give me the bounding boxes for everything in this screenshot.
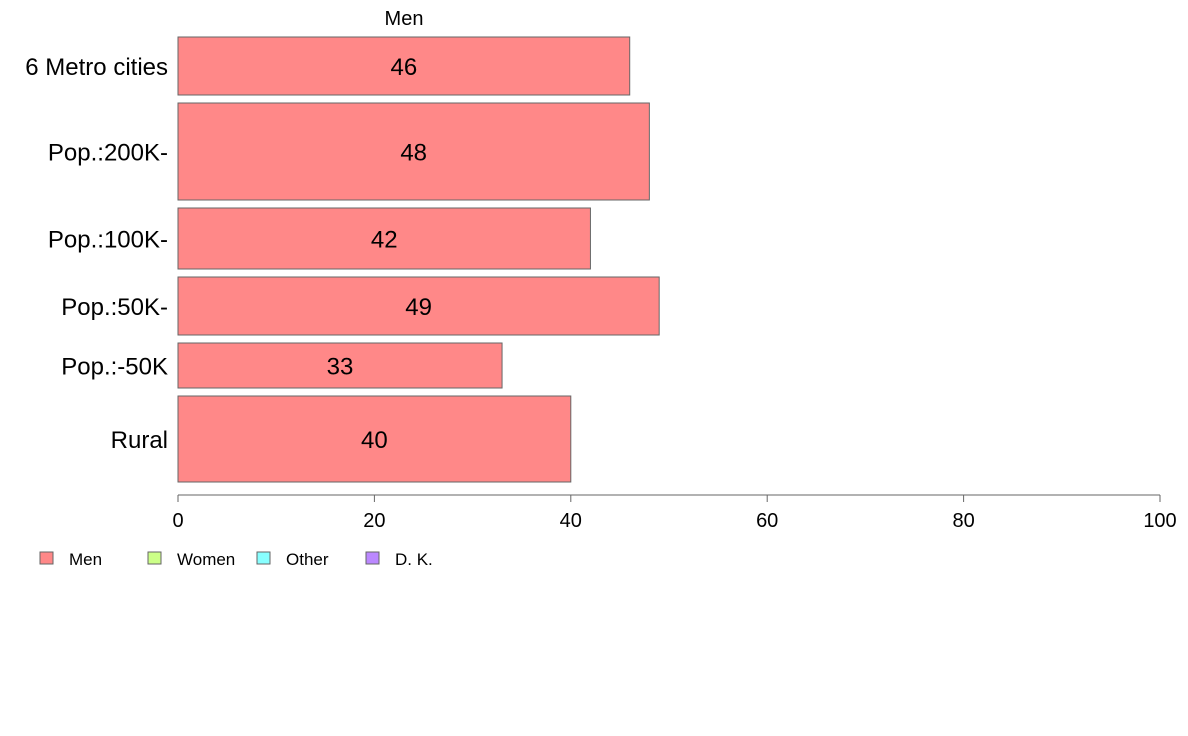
legend-swatch bbox=[256, 551, 271, 565]
category-label: Rural bbox=[111, 427, 168, 454]
bar-value-label: 46 bbox=[391, 54, 418, 81]
legend-swatch bbox=[365, 551, 380, 565]
bar bbox=[177, 276, 660, 336]
legend-swatch bbox=[147, 551, 162, 565]
x-tick-label: 80 bbox=[952, 510, 974, 532]
category-label: Pop.:50K- bbox=[61, 294, 168, 321]
bar-value-label: 42 bbox=[371, 227, 398, 254]
x-tick-label: 60 bbox=[756, 510, 778, 532]
category-label: 6 Metro cities bbox=[25, 54, 168, 81]
bar bbox=[177, 395, 572, 483]
bar bbox=[177, 207, 591, 270]
legend: Men Women Other D. K. bbox=[39, 550, 433, 569]
chart-title: Men bbox=[385, 8, 424, 30]
x-tick-label: 0 bbox=[172, 510, 183, 532]
bar bbox=[177, 102, 650, 201]
bar bbox=[177, 342, 503, 389]
legend-swatch bbox=[39, 551, 54, 565]
legend-label: D. K. bbox=[395, 550, 433, 569]
bar-value-label: 49 bbox=[405, 294, 432, 321]
bars-group: 46 6 Metro cities 48 Pop.:200K- 42 Pop.:100K-… bbox=[25, 36, 660, 483]
bar-value-label: 40 bbox=[361, 427, 388, 454]
x-tick-label: 40 bbox=[560, 510, 582, 532]
x-tick-label: 20 bbox=[363, 510, 385, 532]
legend-label: Women bbox=[177, 550, 235, 569]
bar bbox=[177, 36, 631, 96]
bar-value-label: 33 bbox=[327, 354, 354, 381]
legend-label: Men bbox=[69, 550, 102, 569]
x-tick-label: 100 bbox=[1143, 510, 1176, 532]
category-label: Pop.:200K- bbox=[48, 140, 168, 167]
bar-value-label: 48 bbox=[400, 140, 427, 167]
legend-label: Other bbox=[286, 550, 329, 569]
category-label: Pop.:100K- bbox=[48, 227, 168, 254]
category-label: Pop.:-50K bbox=[61, 354, 168, 381]
x-axis: 0 20 40 60 80 100 bbox=[172, 494, 1177, 532]
